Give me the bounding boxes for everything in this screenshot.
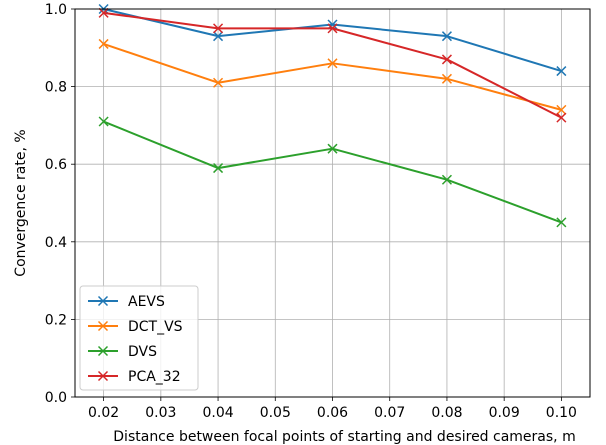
data-point	[556, 112, 567, 123]
data-point	[327, 143, 338, 154]
point-marker	[441, 174, 452, 185]
point-marker	[556, 217, 567, 228]
point-marker	[327, 58, 338, 69]
data-point	[98, 116, 109, 127]
y-tick-label: 0.6	[45, 157, 67, 173]
series-dct-vs	[98, 38, 567, 115]
data-point	[556, 217, 567, 228]
x-tick-label: 0.10	[546, 405, 577, 421]
legend-marker	[97, 370, 109, 382]
y-tick-label: 0.8	[45, 80, 67, 96]
point-marker	[556, 104, 567, 115]
point-marker	[327, 23, 338, 34]
point-marker	[213, 31, 224, 42]
y-tick-label: 1.0	[45, 2, 67, 18]
y-axis-label: Convergence rate, %	[13, 129, 29, 276]
legend-item: DCT_VS	[88, 319, 183, 335]
data-point	[327, 23, 338, 34]
point-marker	[98, 116, 109, 127]
data-point	[98, 38, 109, 49]
data-point	[213, 23, 224, 34]
data-point	[441, 54, 452, 65]
y-tick-label: 0.2	[45, 312, 67, 328]
series-layer	[98, 3, 567, 228]
legend-label: DVS	[128, 344, 157, 360]
data-point	[441, 174, 452, 185]
series-dvs	[98, 116, 567, 228]
point-marker	[441, 73, 452, 84]
x-tick-label: 0.05	[260, 405, 291, 421]
legend: AEVS DCT_VS DVS PCA_32	[79, 285, 199, 391]
point-marker	[556, 66, 567, 77]
series-pca-32	[98, 7, 567, 123]
data-point	[556, 66, 567, 77]
data-point	[327, 58, 338, 69]
data-point	[213, 163, 224, 174]
point-marker	[213, 77, 224, 88]
legend-box	[79, 285, 199, 391]
x-tick-label: 0.08	[431, 405, 462, 421]
point-marker	[213, 163, 224, 174]
legend-label: DCT_VS	[128, 319, 183, 335]
legend-marker	[97, 345, 109, 357]
legend-marker	[97, 320, 109, 332]
legend-item: PCA_32	[88, 369, 181, 385]
y-tick-label: 0.4	[45, 235, 67, 251]
data-point	[556, 104, 567, 115]
point-marker	[98, 38, 109, 49]
x-axis-label: Distance between focal points of startin…	[113, 429, 575, 445]
x-axis: 0.02 0.03 0.04 0.05 0.06 0.07 0.08 0.09 0.10	[88, 397, 577, 421]
data-point	[441, 73, 452, 84]
x-tick-label: 0.02	[88, 405, 119, 421]
legend-marker	[97, 295, 109, 307]
data-point	[213, 31, 224, 42]
x-tick-label: 0.03	[145, 405, 176, 421]
point-marker	[441, 31, 452, 42]
x-tick-label: 0.07	[374, 405, 405, 421]
y-axis: 0.0 0.2 0.4 0.6 0.8 1.0	[45, 2, 75, 406]
legend-item: AEVS	[88, 294, 165, 310]
x-tick-label: 0.09	[489, 405, 520, 421]
legend-label: PCA_32	[128, 369, 181, 385]
x-tick-label: 0.06	[317, 405, 348, 421]
x-tick-label: 0.04	[202, 405, 233, 421]
data-point	[213, 77, 224, 88]
point-marker	[213, 23, 224, 34]
y-tick-label: 0.0	[45, 390, 67, 406]
legend-item: DVS	[88, 344, 157, 360]
point-marker	[556, 112, 567, 123]
data-point	[441, 31, 452, 42]
point-marker	[98, 7, 109, 18]
point-marker	[327, 143, 338, 154]
point-marker	[441, 54, 452, 65]
legend-label: AEVS	[128, 294, 165, 310]
data-point	[98, 7, 109, 18]
